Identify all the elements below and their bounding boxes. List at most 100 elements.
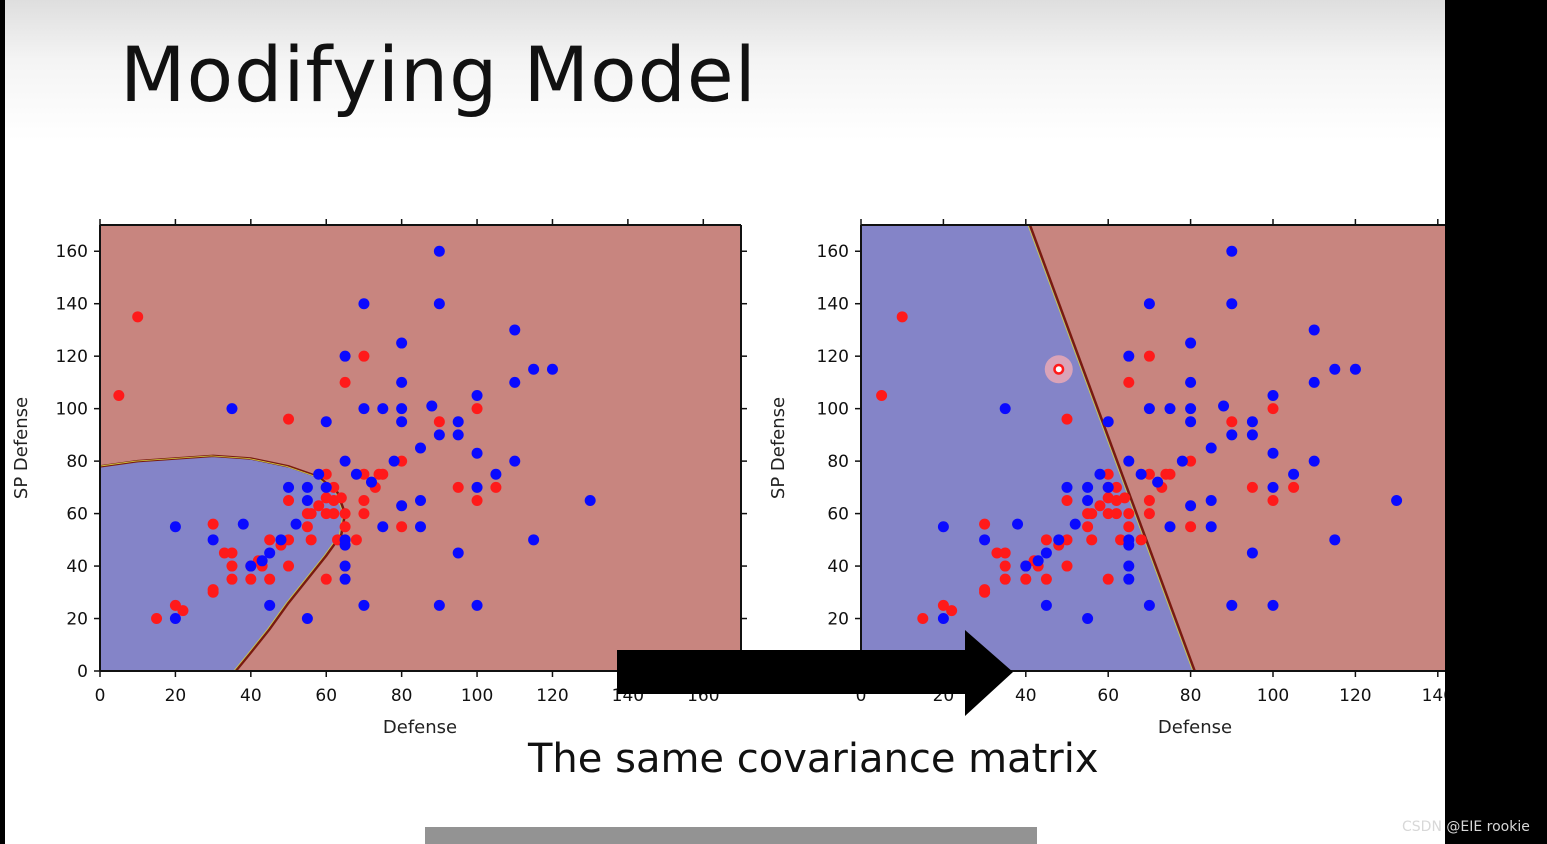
- class2-point: [1267, 599, 1279, 611]
- x-axis-label: Defense: [383, 717, 457, 738]
- class2-point: [1267, 481, 1279, 493]
- class2-point: [433, 245, 445, 257]
- class1-point: [339, 521, 351, 533]
- class1-point: [1143, 350, 1155, 362]
- x-tick-label: 80: [391, 686, 413, 706]
- class2-point: [937, 521, 949, 533]
- class2-point: [1032, 555, 1044, 567]
- x-tick-label: 20: [165, 686, 187, 706]
- y-tick-label: 60: [827, 505, 849, 525]
- class2-point: [1185, 416, 1197, 428]
- class1-point: [305, 534, 317, 546]
- x-tick-label: 40: [1015, 686, 1037, 706]
- class2-point: [301, 613, 313, 625]
- class1-point: [490, 481, 502, 493]
- x-tick-label: 100: [461, 686, 493, 706]
- class1-point: [1086, 508, 1098, 520]
- class1-point: [283, 534, 295, 546]
- class2-point: [1053, 534, 1065, 546]
- class1-point: [396, 455, 408, 467]
- class2-point: [433, 599, 445, 611]
- class1-point: [218, 547, 230, 559]
- class2-point: [937, 613, 949, 625]
- class2-point: [1226, 245, 1238, 257]
- highlight-center: [1055, 366, 1062, 373]
- slide-caption: The same covariance matrix: [528, 736, 1099, 782]
- class2-point: [490, 468, 502, 480]
- class1-point: [226, 560, 238, 572]
- x-tick-label: 140: [1422, 686, 1445, 706]
- class2-point: [1218, 400, 1230, 412]
- class2-point: [388, 455, 400, 467]
- class2-point: [1226, 298, 1238, 310]
- class1-point: [358, 350, 370, 362]
- plot-area: [100, 225, 741, 671]
- class2-point: [1135, 468, 1147, 480]
- class2-point: [1185, 500, 1197, 512]
- class2-point: [999, 403, 1011, 415]
- charts-canvas: 0 20 40 60 80 100 120 140 160 0 20 40 60 80 100 120 140 1…: [11, 219, 1445, 738]
- class1-point: [283, 560, 295, 572]
- class1-point: [335, 492, 347, 504]
- class1-point: [377, 468, 389, 480]
- class1-point: [1226, 416, 1238, 428]
- class1-point: [320, 573, 332, 585]
- class2-point: [426, 400, 438, 412]
- decision-boundary: [1028, 225, 1196, 671]
- class1-point: [151, 613, 163, 625]
- class1-point: [896, 311, 908, 323]
- class1-point: [1185, 455, 1197, 467]
- class1-point: [226, 547, 238, 559]
- class2-point: [415, 521, 426, 533]
- x-tick-label: 80: [1180, 686, 1202, 706]
- class2-point: [1094, 468, 1106, 480]
- class1-point: [358, 468, 370, 480]
- class2-point: [1143, 599, 1155, 611]
- class2-point: [1123, 560, 1135, 572]
- class2-point: [1205, 442, 1217, 454]
- class2-point: [1069, 518, 1081, 530]
- class1-point: [226, 573, 238, 585]
- class1-point: [207, 518, 219, 530]
- class2-point: [207, 534, 219, 546]
- class1-point: [1082, 521, 1094, 533]
- class1-point: [245, 573, 257, 585]
- class2-point: [396, 403, 408, 415]
- class2-point: [1082, 613, 1094, 625]
- class2-point: [301, 481, 313, 493]
- class1-point: [1102, 468, 1114, 480]
- class2-point: [339, 350, 351, 362]
- class1-point: [979, 584, 991, 596]
- class2-point: [339, 560, 351, 572]
- y-tick-label: 140: [817, 295, 849, 315]
- class2-point: [169, 613, 181, 625]
- y-axis-label: SP Defense: [768, 397, 789, 499]
- class2-point: [1040, 547, 1052, 559]
- class2-point: [1391, 494, 1403, 506]
- class2-point: [1143, 298, 1155, 310]
- class1-point: [177, 605, 189, 617]
- class2-point: [1164, 403, 1176, 415]
- class2-point: [396, 416, 408, 428]
- class2-point: [320, 416, 332, 428]
- class2-point: [1082, 494, 1094, 506]
- class2-point: [528, 534, 540, 546]
- class1-point: [1246, 481, 1258, 493]
- class2-point: [1152, 476, 1164, 488]
- class2-point: [301, 494, 313, 506]
- class2-point: [1226, 599, 1238, 611]
- class2-point: [509, 376, 521, 388]
- class2-point: [1267, 390, 1279, 402]
- y-tick-label: 40: [66, 557, 88, 577]
- class2-point: [396, 500, 408, 512]
- class2-point: [433, 298, 445, 310]
- y-tick-label: 120: [56, 347, 88, 367]
- decision-boundary-highlight: [100, 455, 344, 671]
- class2-point: [528, 363, 540, 375]
- region-class2: [861, 225, 1195, 671]
- class1-point: [917, 613, 929, 625]
- slide: Modifying Model 0 20 40 60 80 100 120 140 160 0 20…: [5, 0, 1445, 844]
- x-tick-label: 120: [1339, 686, 1371, 706]
- class2-point: [377, 403, 389, 415]
- class2-point: [1267, 447, 1279, 459]
